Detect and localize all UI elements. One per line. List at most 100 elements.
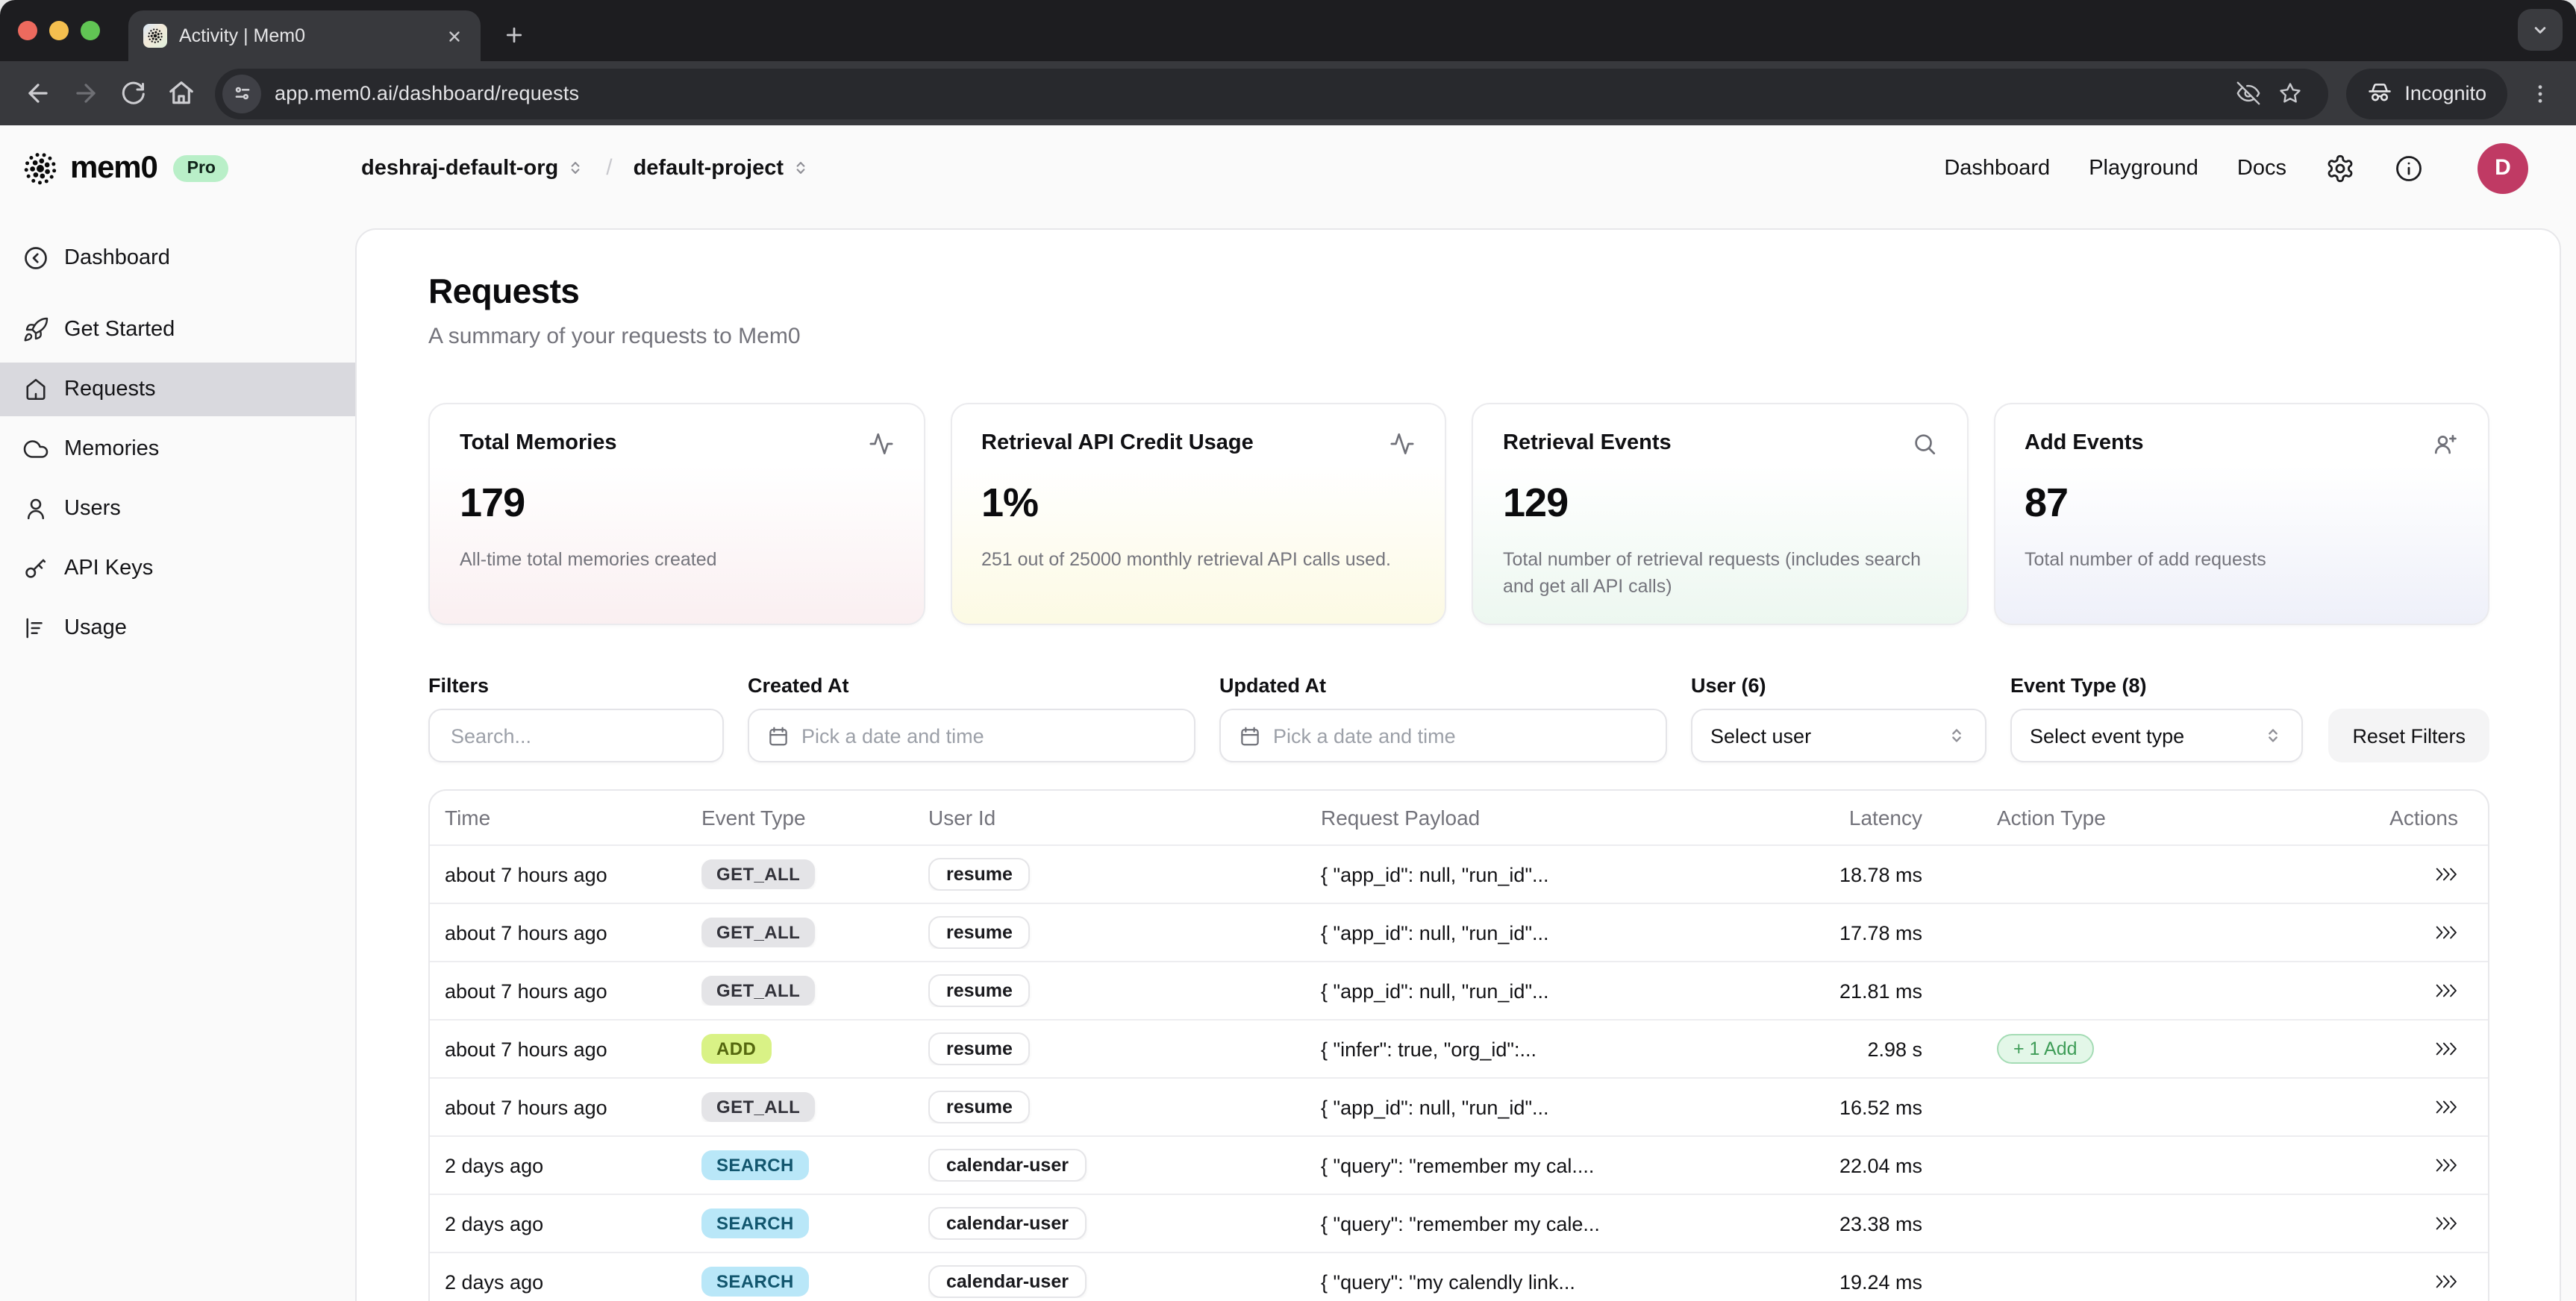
request-payload: { "query": "my calendly link...: [1321, 1270, 1575, 1293]
eye-off-icon[interactable]: [2227, 72, 2269, 114]
sidebar-item-get-started[interactable]: Get Started: [0, 303, 355, 357]
user-id-badge: resume: [928, 858, 1031, 891]
browser-menu-icon[interactable]: [2519, 72, 2561, 114]
expand-row-chevrons-icon[interactable]: [2434, 922, 2458, 943]
table-row[interactable]: about 7 hours ago ADD resume { "infer": …: [430, 1019, 2488, 1077]
column-header-user-id: User Id: [928, 806, 996, 830]
expand-row-chevrons-icon[interactable]: [2434, 1155, 2458, 1176]
event-type-badge: GET_ALL: [701, 976, 816, 1006]
incognito-icon: [2369, 84, 2392, 101]
request-time: about 7 hours ago: [445, 921, 607, 944]
table-row[interactable]: about 7 hours ago GET_ALL resume { "app_…: [430, 844, 2488, 903]
breadcrumb: deshraj-default-org / default-project: [361, 155, 810, 181]
window-minimize-button[interactable]: [49, 21, 69, 40]
column-header-action-type: Action Type: [1997, 806, 2106, 830]
main-area: Requests A summary of your requests to M…: [355, 210, 2576, 1301]
latency-value: 18.78 ms: [1839, 863, 1922, 885]
search-input[interactable]: [448, 723, 704, 748]
request-payload: { "infer": true, "org_id":...: [1321, 1038, 1536, 1060]
table-row[interactable]: 2 days ago SEARCH calendar-user { "query…: [430, 1194, 2488, 1252]
search-input-wrap: [428, 709, 724, 762]
browser-tab-strip: Activity | Mem0: [0, 0, 2576, 61]
latency-value: 22.04 ms: [1839, 1154, 1922, 1176]
sidebar-item-label: Memories: [64, 437, 160, 461]
stat-value: 87: [2025, 480, 2069, 525]
app-header: mem0 Pro deshraj-default-org / default-p…: [0, 125, 2576, 210]
mem0-logo[interactable]: mem0 Pro: [21, 148, 229, 187]
table-row[interactable]: about 7 hours ago GET_ALL resume { "app_…: [430, 961, 2488, 1019]
settings-gear-icon[interactable]: [2325, 153, 2355, 183]
bar-chart-icon: [26, 618, 43, 639]
key-icon: [25, 559, 46, 578]
request-time: about 7 hours ago: [445, 979, 607, 1002]
requests-table: Time Event Type User Id Request Payload …: [428, 789, 2489, 1301]
sidebar-item-label: Requests: [64, 377, 156, 401]
request-time: about 7 hours ago: [445, 863, 607, 885]
reset-filters-button[interactable]: Reset Filters: [2328, 709, 2489, 762]
table-row[interactable]: about 7 hours ago GET_ALL resume { "app_…: [430, 1077, 2488, 1135]
nav-playground-link[interactable]: Playground: [2089, 156, 2198, 180]
table-row[interactable]: about 7 hours ago GET_ALL resume { "app_…: [430, 903, 2488, 961]
arrow-left-circle-icon: [25, 247, 47, 269]
address-bar[interactable]: app.mem0.ai/dashboard/requests: [215, 68, 2329, 119]
stat-title: Retrieval Events: [1503, 431, 1672, 455]
sidebar-item-api-keys[interactable]: API Keys: [0, 542, 355, 595]
calendar-icon: [769, 726, 787, 745]
column-header-request-payload: Request Payload: [1321, 806, 1481, 830]
browser-tab[interactable]: Activity | Mem0: [128, 10, 481, 61]
user-select[interactable]: Select user: [1691, 709, 1986, 762]
tab-search-chevron-button[interactable]: [2518, 9, 2563, 51]
latency-value: 19.24 ms: [1839, 1270, 1922, 1293]
window-zoom-button[interactable]: [81, 21, 100, 40]
sidebar: Dashboard Get Started Requests Memories …: [0, 210, 355, 1301]
table-body: about 7 hours ago GET_ALL resume { "app_…: [430, 844, 2488, 1301]
sidebar-item-memories[interactable]: Memories: [0, 422, 355, 476]
user-avatar[interactable]: D: [2477, 142, 2528, 193]
request-payload: { "app_id": null, "run_id"...: [1321, 1096, 1549, 1118]
event-type-badge: SEARCH: [701, 1267, 809, 1297]
sidebar-item-users[interactable]: Users: [0, 482, 355, 536]
expand-row-chevrons-icon[interactable]: [2434, 864, 2458, 885]
stat-title: Add Events: [2025, 431, 2144, 455]
request-payload: { "query": "remember my cale...: [1321, 1212, 1600, 1235]
rocket-icon: [24, 317, 49, 342]
forward-button[interactable]: [63, 71, 107, 116]
event-type-badge: ADD: [701, 1034, 772, 1064]
new-tab-button[interactable]: [495, 16, 531, 52]
project-selector[interactable]: default-project: [634, 156, 810, 180]
site-settings-icon[interactable]: [222, 74, 261, 113]
latency-value: 17.78 ms: [1839, 921, 1922, 944]
user-id-badge: resume: [928, 974, 1031, 1007]
activity-icon: [1390, 433, 1414, 455]
table-row[interactable]: 2 days ago SEARCH calendar-user { "query…: [430, 1135, 2488, 1194]
expand-row-chevrons-icon[interactable]: [2434, 1097, 2458, 1117]
event-type-select[interactable]: Select event type: [2010, 709, 2303, 762]
bookmark-star-icon[interactable]: [2269, 72, 2310, 114]
info-icon[interactable]: [2394, 153, 2424, 183]
sidebar-item-requests[interactable]: Requests: [0, 363, 355, 416]
expand-row-chevrons-icon[interactable]: [2434, 1271, 2458, 1292]
tab-close-icon[interactable]: [442, 24, 466, 48]
sidebar-item-usage[interactable]: Usage: [0, 601, 355, 655]
table-header-row: Time Event Type User Id Request Payload …: [430, 791, 2488, 844]
latency-value: 23.38 ms: [1839, 1212, 1922, 1235]
expand-row-chevrons-icon[interactable]: [2434, 1213, 2458, 1234]
org-selector[interactable]: deshraj-default-org: [361, 156, 585, 180]
expand-row-chevrons-icon[interactable]: [2434, 1038, 2458, 1059]
expand-row-chevrons-icon[interactable]: [2434, 980, 2458, 1001]
updated-at-picker[interactable]: Pick a date and time: [1219, 709, 1667, 762]
back-button[interactable]: [15, 71, 60, 116]
stat-description: Total number of retrieval requests (incl…: [1503, 549, 1921, 598]
request-time: 2 days ago: [445, 1154, 544, 1176]
created-at-picker[interactable]: Pick a date and time: [748, 709, 1195, 762]
reload-button[interactable]: [110, 71, 155, 116]
user-select-value: Select user: [1710, 724, 1812, 747]
window-close-button[interactable]: [18, 21, 37, 40]
sidebar-item-dashboard[interactable]: Dashboard: [0, 231, 355, 285]
nav-dashboard-link[interactable]: Dashboard: [1944, 156, 2051, 180]
nav-docs-link[interactable]: Docs: [2236, 156, 2286, 180]
home-button[interactable]: [158, 71, 203, 116]
table-row[interactable]: 2 days ago SEARCH calendar-user { "query…: [430, 1252, 2488, 1301]
event-type-badge: GET_ALL: [701, 918, 816, 947]
